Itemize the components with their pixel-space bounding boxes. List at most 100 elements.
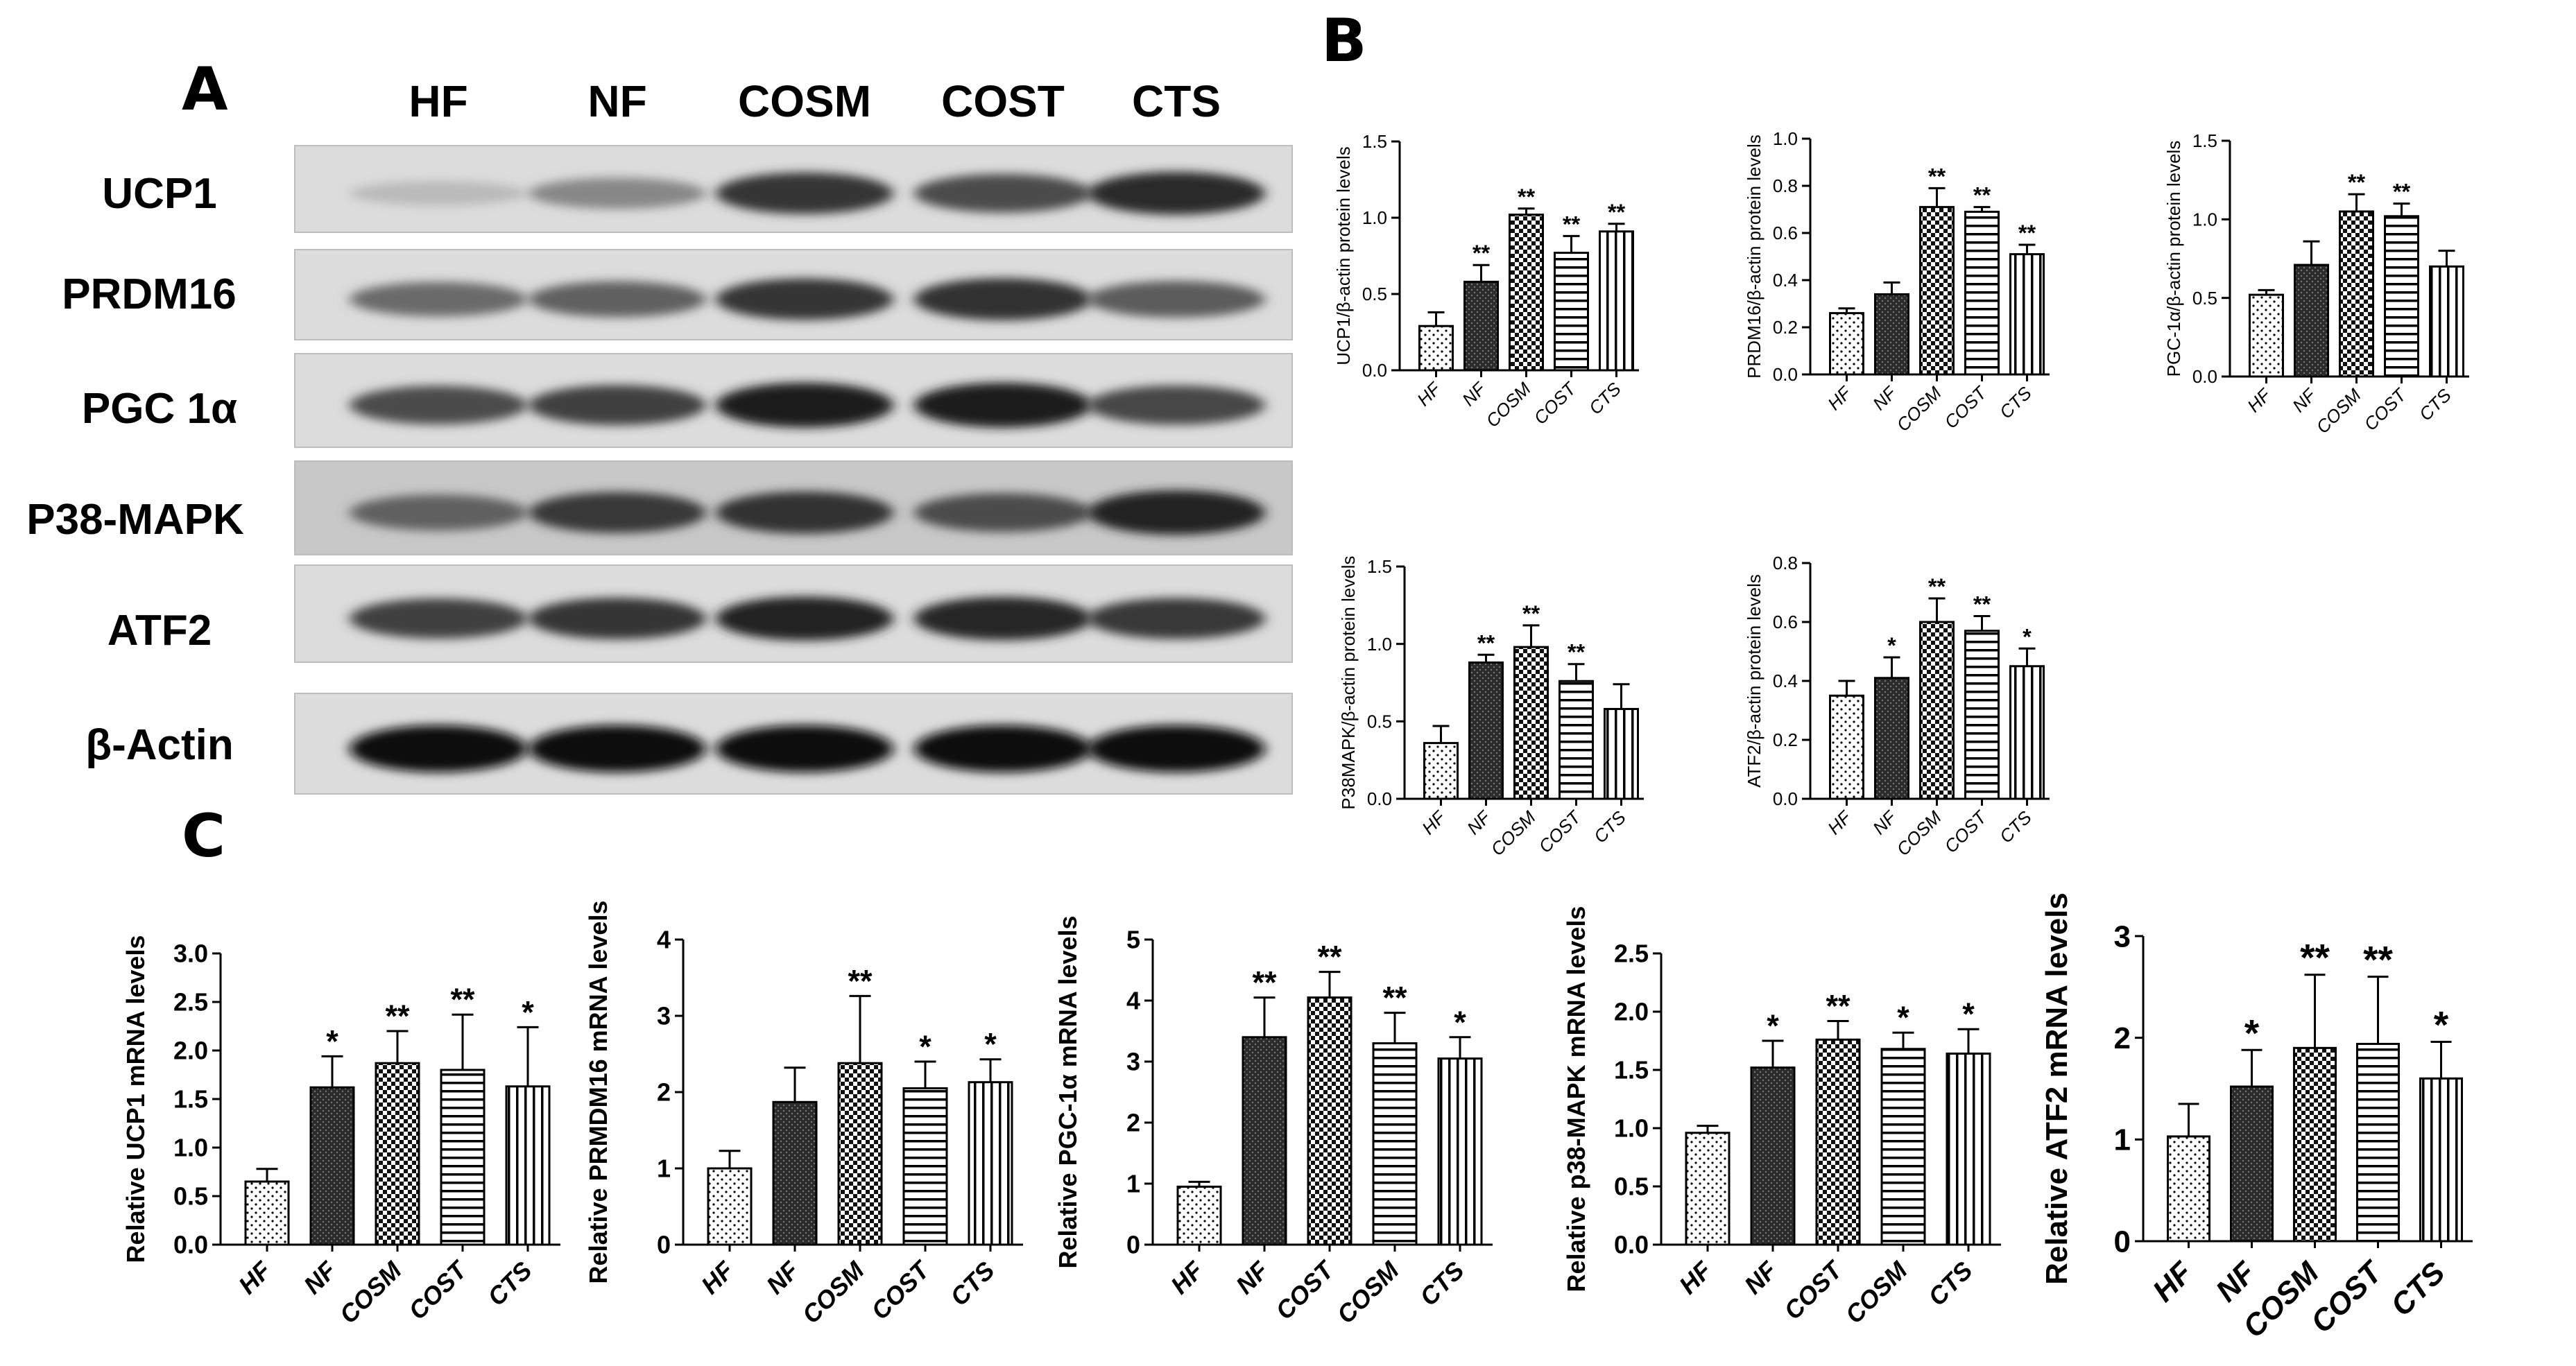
x-tick-label-cts: CTS [2415, 384, 2455, 424]
x-tick-label-cosm: COSM [1892, 806, 1946, 860]
y-tick-label: 0.0 [1773, 364, 1798, 385]
significance-cts: * [1454, 1005, 1466, 1040]
x-tick-label-nf: NF [1869, 381, 1901, 414]
bar-cts [2009, 253, 2045, 376]
bar-hf [1418, 325, 1454, 372]
lane-label-cosm: COSM [738, 76, 871, 126]
blot-label-atf2: ATF2 [108, 607, 212, 655]
x-tick-label-hf: HF [1413, 377, 1445, 410]
significance-cost: ** [1563, 211, 1581, 236]
bar-cost [1964, 630, 2000, 800]
blot-band [914, 725, 1092, 772]
x-tick-label-cosm: COSM [1331, 1256, 1405, 1329]
bar-cosm [1372, 1042, 1418, 1246]
y-tick-label: 1.0 [2192, 209, 2217, 230]
x-tick-label-cost: COST [866, 1254, 936, 1325]
bar-hf [1829, 312, 1864, 376]
blot-band [716, 278, 893, 320]
y-tick-label: 0.5 [1614, 1173, 1649, 1201]
blot-band [1088, 385, 1265, 425]
x-tick-label-nf: NF [761, 1256, 805, 1300]
x-tick-label-cosm: COSM [334, 1256, 407, 1329]
significance-cost: ** [1317, 940, 1342, 975]
x-tick-label-hf: HF [1165, 1256, 1210, 1300]
significance-cts: * [522, 994, 534, 1030]
y-tick-label: 3.0 [173, 940, 208, 968]
bar-nf [309, 1086, 355, 1246]
significance-cosm: ** [1928, 574, 1946, 599]
bar-nf [2230, 1085, 2274, 1243]
chart-prdm16-actin-protein-levels: 0.0 0.2 0.4 0.6 0.8 1.0 PRDM16/β-actin protein… [1744, 128, 2050, 435]
x-tick-label-cosm: COSM [1839, 1256, 1913, 1329]
bar-cost [1964, 210, 2000, 376]
blot-band [1088, 281, 1265, 318]
blot-label-prdm16: PRDM16 [62, 270, 237, 318]
blot-band [350, 494, 527, 531]
bar-hf [2167, 1135, 2210, 1243]
x-tick-label-hf: HF [1418, 806, 1450, 838]
x-tick-label-cts: CTS [1923, 1256, 1978, 1311]
chart-p38mapk-actin-protein-levels: 0.0 0.5 1.0 1.5 P38MAPK/β-actin protein leve… [1338, 555, 1644, 860]
blot-band [716, 382, 893, 428]
blot-membrane-border [294, 353, 1293, 448]
bar-cost [1815, 1038, 1861, 1246]
x-tick-label-cosm: COSM [1486, 806, 1540, 860]
blot-row-prdm16 [294, 249, 1293, 340]
bar-cost [1554, 252, 1589, 372]
x-tick-label-cts: CTS [1995, 382, 2036, 422]
chart-relative-ucp1-mrna-levels: 0.0 0.5 1.0 1.5 2.0 2.5 3.0 Relative UCP1 mRNA … [121, 935, 560, 1329]
panel-label-a: A [182, 55, 228, 124]
y-axis-label: PRDM16/β-actin protein levels [1744, 135, 1764, 379]
blot-band [716, 172, 893, 214]
significance-cts: * [2023, 624, 2032, 649]
x-tick-label-cts: CTS [2385, 1256, 2452, 1323]
x-tick-label-nf: NF [2209, 1255, 2262, 1308]
x-tick-label-hf: HF [1823, 381, 1856, 414]
y-tick-label: 2 [657, 1078, 671, 1107]
significance-cost: ** [450, 982, 475, 1017]
bar-cts [1437, 1057, 1483, 1246]
y-tick-label: 2.0 [1614, 998, 1649, 1026]
y-tick-label: 1 [2114, 1123, 2131, 1157]
x-tick-label-nf: NF [1463, 806, 1495, 838]
y-tick-label: 4 [657, 926, 671, 954]
x-tick-label-cts: CTS [1414, 1256, 1470, 1311]
significance-cosm: ** [1518, 184, 1536, 209]
blot-membrane-border [294, 564, 1293, 663]
y-tick-label: 0.8 [1773, 175, 1798, 196]
x-tick-label-cosm: COSM [796, 1256, 870, 1329]
blot-band [914, 278, 1092, 320]
significance-cosm: ** [2348, 170, 2366, 195]
bar-cosm [2293, 1046, 2337, 1243]
blot-band [529, 178, 706, 209]
significance-nf: ** [1477, 630, 1495, 655]
bar-cts [2009, 665, 2045, 800]
blot-band [914, 382, 1092, 428]
significance-cosm: ** [1522, 601, 1540, 626]
chart-relative-pgc-1-mrna-levels: 0 1 2 3 4 5 Relative PGC-1α mRNA levels HF ** NF *… [1054, 916, 1493, 1329]
x-tick-label-cost: COST [1940, 806, 1991, 857]
x-tick-label-cost: COST [1534, 806, 1586, 857]
x-tick-label-cts: CTS [1995, 806, 2036, 847]
significance-cosm: ** [848, 963, 873, 998]
bar-cosm [2339, 210, 2374, 378]
y-axis-label: Relative ATF2 mRNA levels [2040, 892, 2074, 1285]
blot-band [1088, 598, 1265, 639]
significance-cosm: ** [385, 998, 410, 1034]
x-tick-label-cts: CTS [1585, 378, 1625, 418]
blot-band [716, 596, 893, 641]
blot-band [529, 725, 706, 772]
y-tick-label: 1.0 [1362, 207, 1387, 228]
blot-band [914, 173, 1092, 213]
x-tick-label-nf: NF [1739, 1256, 1783, 1300]
y-tick-label: 0.0 [1614, 1231, 1649, 1259]
blot-row-ucp1 [294, 145, 1293, 233]
bar-cts [505, 1085, 551, 1246]
significance-nf: * [326, 1023, 338, 1059]
significance-cts: * [2434, 1003, 2449, 1046]
significance-cost: ** [1826, 988, 1851, 1023]
y-tick-label: 0.0 [1773, 788, 1798, 809]
blot-band [1088, 725, 1265, 772]
significance-cost: ** [1973, 183, 1991, 208]
